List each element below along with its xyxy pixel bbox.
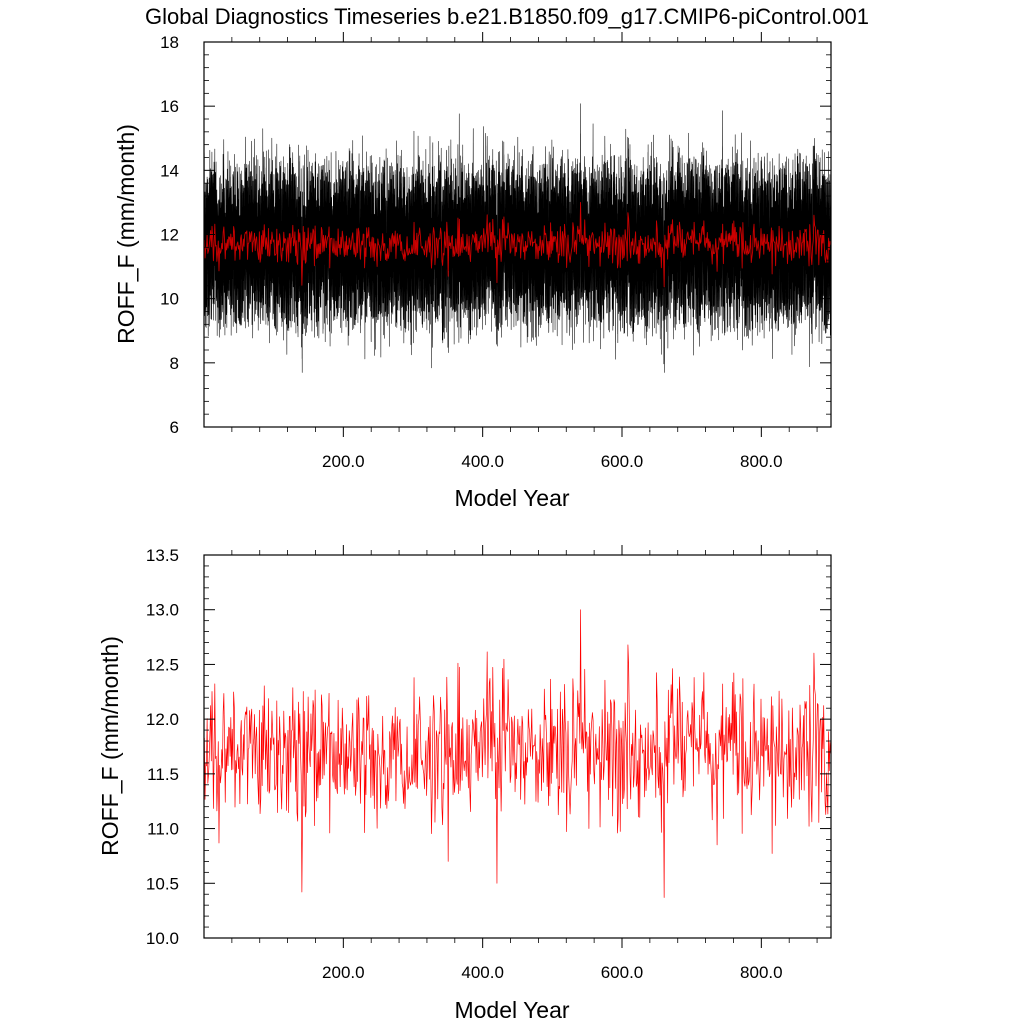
- top-y-tick-label: 16: [160, 97, 179, 116]
- bottom-y-tick-label: 10.5: [146, 874, 179, 893]
- top-monthly-series-line: [204, 103, 831, 373]
- top-panel: 200.0 400.0 600.0 800.0 6 8 10 12 14 16 18 Model …: [113, 32, 832, 511]
- bottom-y-tick-label: 10.0: [146, 929, 179, 948]
- top-y-tick-labels: 6 8 10 12 14 16 18: [160, 33, 179, 437]
- bottom-annual-series-line: [204, 609, 831, 898]
- bottom-x-tick-label: 400.0: [461, 963, 504, 982]
- bottom-y-tick-label: 13.0: [146, 601, 179, 620]
- bottom-y-tick-label: 13.5: [146, 546, 179, 565]
- top-y-tick-label: 14: [160, 161, 179, 180]
- top-x-tick-label: 800.0: [740, 452, 783, 471]
- top-plot-area: [204, 103, 831, 373]
- top-x-tick-label: 200.0: [322, 452, 365, 471]
- top-y-tick-label: 6: [170, 418, 179, 437]
- top-x-tick-label: 400.0: [461, 452, 504, 471]
- top-x-tick-label: 600.0: [601, 452, 644, 471]
- bottom-plot-area: [204, 609, 831, 898]
- top-y-tick-label: 10: [160, 290, 179, 309]
- top-ticks: [204, 32, 831, 437]
- top-y-tick-label: 18: [160, 33, 179, 52]
- bottom-x-tick-label: 800.0: [740, 963, 783, 982]
- figure-title: Global Diagnostics Timeseries b.e21.B185…: [145, 4, 869, 29]
- top-annual-series-line: [204, 201, 831, 288]
- top-y-axis-label: ROFF_F (mm/month): [113, 124, 139, 344]
- bottom-x-tick-labels: 200.0 400.0 600.0 800.0: [322, 963, 783, 982]
- bottom-y-tick-labels: 10.0 10.5 11.0 11.5 12.0 12.5 13.0 13.5: [146, 546, 179, 948]
- top-x-tick-labels: 200.0 400.0 600.0 800.0: [322, 452, 783, 471]
- bottom-ticks: [204, 545, 831, 948]
- bottom-plot-frame: [203, 554, 832, 939]
- bottom-x-axis-label: Model Year: [454, 997, 569, 1023]
- bottom-x-tick-label: 600.0: [601, 963, 644, 982]
- bottom-y-tick-label: 11.0: [147, 820, 179, 839]
- bottom-panel: 200.0 400.0 600.0 800.0 10.0 10.5 11.0 11.5 12.…: [97, 545, 832, 1023]
- bottom-y-axis-label: ROFF_F (mm/month): [97, 636, 123, 856]
- bottom-x-tick-label: 200.0: [322, 963, 365, 982]
- top-y-tick-label: 8: [170, 354, 179, 373]
- bottom-y-tick-label: 11.5: [147, 765, 179, 784]
- top-y-tick-label: 12: [160, 226, 179, 245]
- bottom-y-tick-label: 12.5: [146, 655, 179, 674]
- bottom-y-tick-label: 12.0: [146, 710, 179, 729]
- top-x-axis-label: Model Year: [454, 485, 569, 511]
